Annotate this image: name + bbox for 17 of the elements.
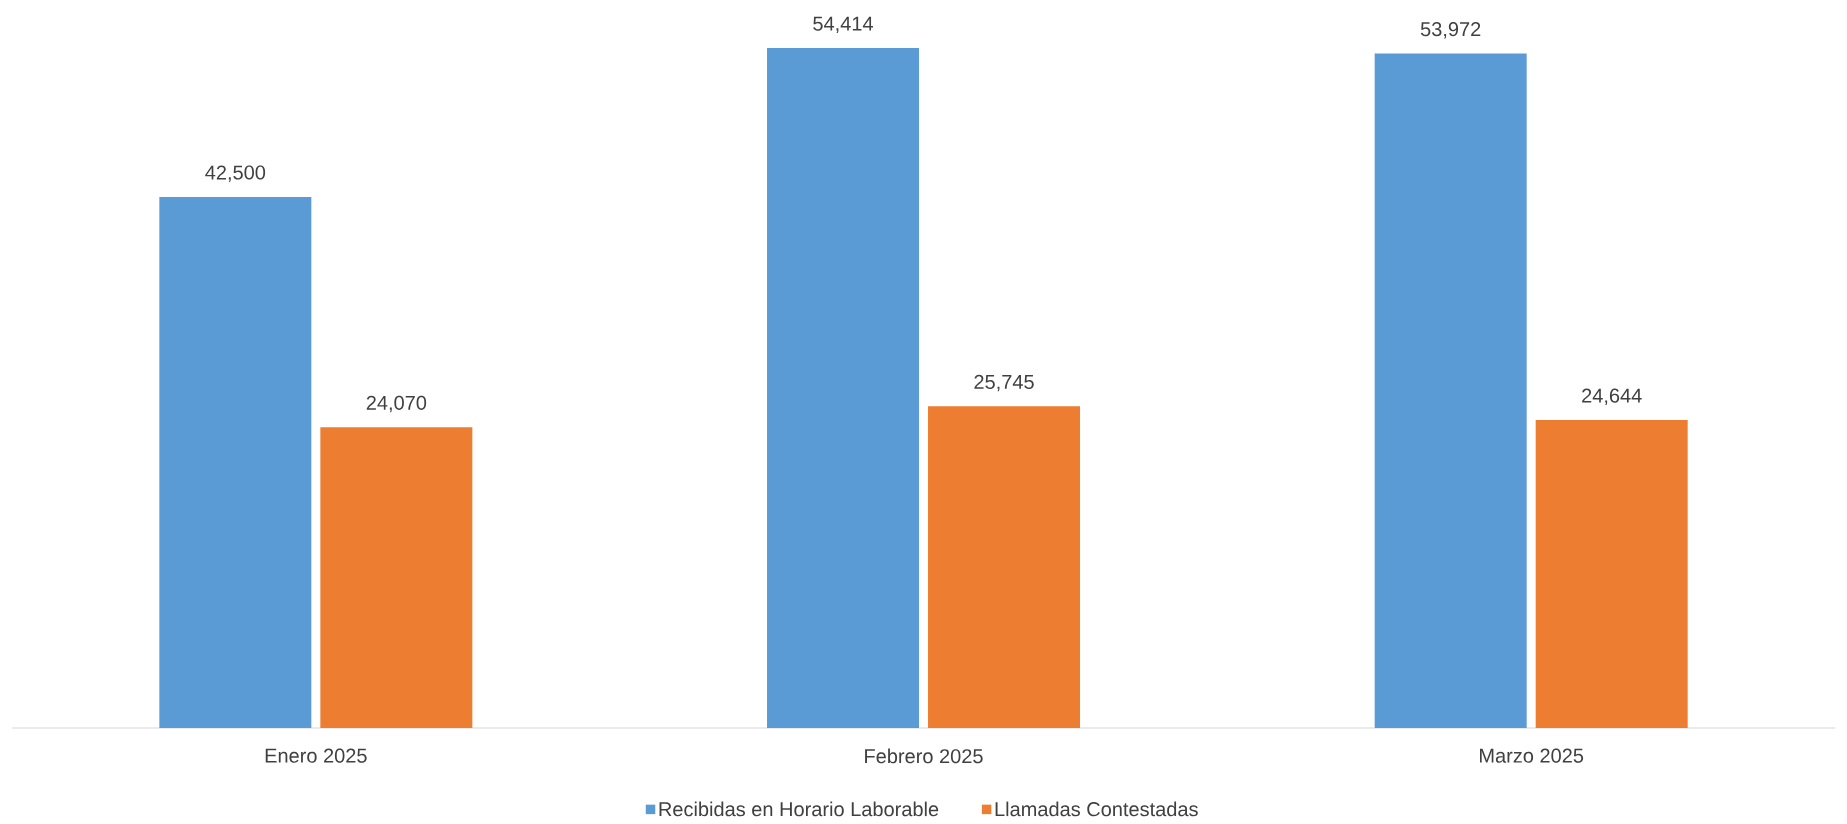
- bar: [159, 196, 312, 728]
- bar: [928, 406, 1081, 728]
- data-label: 25,745: [974, 374, 1034, 392]
- data-label: 53,972: [1420, 21, 1481, 39]
- bar: [320, 426, 473, 728]
- x-tick-label: Enero 2025: [265, 748, 367, 763]
- x-tick-label: Febrero 2025: [865, 748, 983, 764]
- bar: [767, 47, 920, 728]
- bar: [1535, 419, 1688, 728]
- data-label: 54,414: [813, 16, 873, 33]
- legend-label: Llamadas Contestadas: [995, 801, 1198, 817]
- bar: [1374, 53, 1527, 728]
- data-label: 24,070: [366, 395, 427, 413]
- legend-label: Recibidas en Horario Laborable: [659, 801, 939, 817]
- x-tick-label: Marzo 2025: [1480, 748, 1584, 763]
- data-label: 42,500: [205, 165, 266, 182]
- data-label: 24,644: [1582, 388, 1642, 405]
